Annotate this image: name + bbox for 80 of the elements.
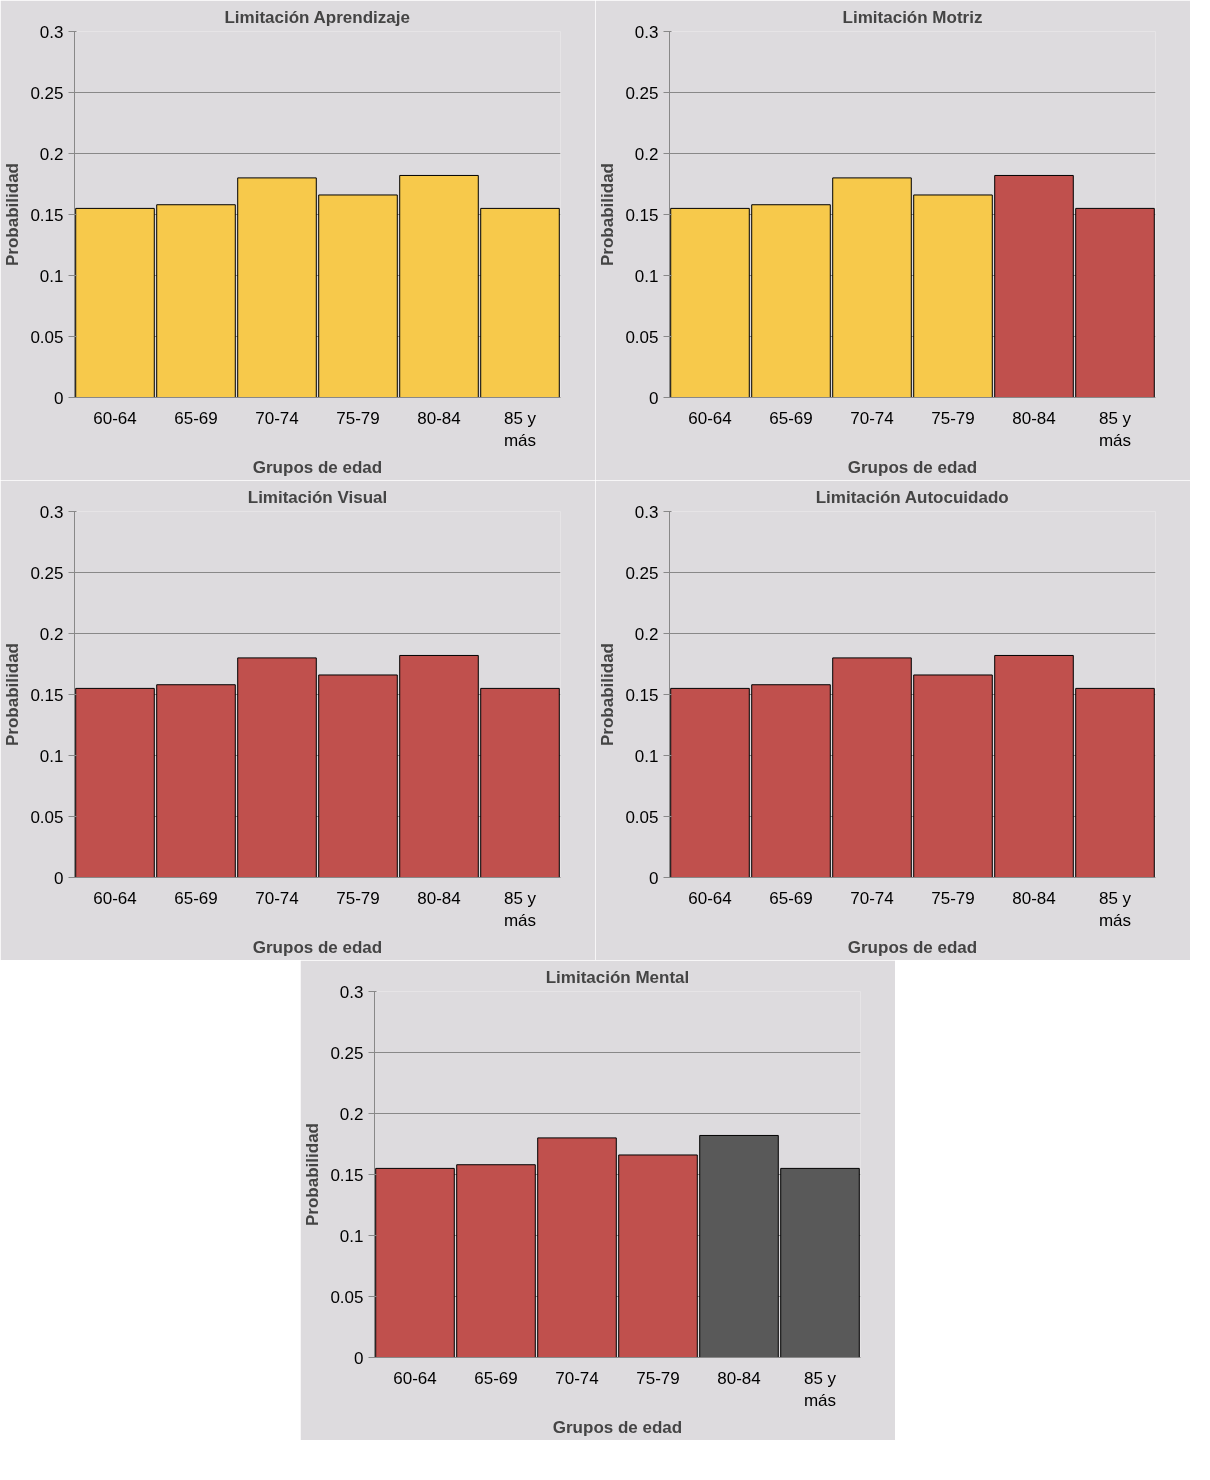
x-tick-label: 70-74 — [850, 408, 894, 428]
y-tick-label: 0.25 — [625, 563, 659, 583]
x-tick-label: 80-84 — [717, 1368, 761, 1388]
chart-title: Limitación Aprendizaje — [224, 7, 410, 27]
y-tick-label: 0.3 — [339, 982, 364, 1002]
y-tick-label: 0.15 — [330, 1165, 364, 1185]
y-tick-label: 0.05 — [330, 1287, 364, 1307]
x-tick-label: 85 y más — [503, 408, 537, 451]
x-tick-label: 60-64 — [93, 888, 137, 908]
x-tick-label: 80-84 — [1012, 888, 1056, 908]
x-tick-label: 65-69 — [174, 888, 218, 908]
y-tick-label: 0 — [649, 868, 659, 888]
x-tick-label: 70-74 — [255, 408, 299, 428]
y-tick-label: 0.3 — [634, 22, 659, 42]
y-tick-label: 0.25 — [625, 83, 659, 103]
y-tick-label: 0.05 — [30, 327, 64, 347]
y-axis-title: Probabilidad — [3, 643, 23, 746]
x-tick-label: 75-79 — [336, 408, 380, 428]
x-axis-title: Grupos de edad — [552, 1418, 683, 1438]
y-tick-label: 0 — [649, 388, 659, 408]
y-tick-label: 0.05 — [30, 807, 64, 827]
y-tick-label: 0 — [54, 388, 64, 408]
x-tick-label: 60-64 — [688, 888, 732, 908]
y-tick-label: 0.25 — [30, 83, 64, 103]
y-axis-title: Probabilidad — [3, 163, 23, 266]
chart-title: Limitación Mental — [545, 967, 690, 987]
y-tick-label: 0.2 — [339, 1104, 364, 1124]
y-tick-label: 0.2 — [39, 624, 64, 644]
y-tick-label: 0.3 — [39, 502, 64, 522]
x-tick-label: 85 y más — [1098, 408, 1132, 451]
y-tick-label: 0.15 — [30, 205, 64, 225]
y-axis-title: Probabilidad — [598, 643, 618, 746]
y-tick-label: 0 — [54, 868, 64, 888]
y-axis-title: Probabilidad — [303, 1123, 323, 1226]
x-axis-title: Grupos de edad — [252, 938, 383, 958]
x-tick-label: 85 y más — [1098, 888, 1132, 931]
x-tick-label: 65-69 — [769, 888, 813, 908]
x-tick-label: 80-84 — [417, 888, 461, 908]
y-tick-label: 0.1 — [634, 746, 659, 766]
y-axis-title: Probabilidad — [598, 163, 618, 266]
y-tick-label: 0.05 — [625, 807, 659, 827]
y-tick-label: 0.15 — [625, 205, 659, 225]
chart-title: Limitación Visual — [247, 487, 388, 507]
chart-title: Limitación Motriz — [842, 7, 983, 27]
x-tick-label: 80-84 — [1012, 408, 1056, 428]
y-tick-label: 0.05 — [625, 327, 659, 347]
x-tick-label: 85 y más — [503, 888, 537, 931]
x-tick-label: 70-74 — [555, 1368, 599, 1388]
y-tick-label: 0.3 — [634, 502, 659, 522]
y-tick-label: 0.15 — [30, 685, 64, 705]
x-tick-label: 60-64 — [688, 408, 732, 428]
x-tick-label: 75-79 — [336, 888, 380, 908]
y-tick-label: 0.25 — [30, 563, 64, 583]
x-axis-title: Grupos de edad — [252, 458, 383, 478]
x-axis-title: Grupos de edad — [847, 938, 978, 958]
x-tick-label: 60-64 — [393, 1368, 437, 1388]
y-tick-label: 0.2 — [39, 144, 64, 164]
y-tick-label: 0.1 — [339, 1226, 364, 1246]
x-axis-title: Grupos de edad — [847, 458, 978, 478]
y-tick-label: 0.2 — [634, 624, 659, 644]
x-tick-label: 75-79 — [931, 888, 975, 908]
x-tick-label: 65-69 — [474, 1368, 518, 1388]
y-tick-label: 0 — [354, 1348, 364, 1368]
x-tick-label: 80-84 — [417, 408, 461, 428]
x-tick-label: 70-74 — [255, 888, 299, 908]
y-tick-label: 0.25 — [330, 1043, 364, 1063]
y-tick-label: 0.1 — [634, 266, 659, 286]
x-tick-label: 65-69 — [769, 408, 813, 428]
x-tick-label: 85 y más — [803, 1368, 837, 1411]
chart-title: Limitación Autocuidado — [815, 487, 1009, 507]
x-tick-label: 75-79 — [636, 1368, 680, 1388]
y-tick-label: 0.15 — [625, 685, 659, 705]
y-tick-label: 0.1 — [39, 266, 64, 286]
x-tick-label: 60-64 — [93, 408, 137, 428]
y-tick-label: 0.3 — [39, 22, 64, 42]
y-tick-label: 0.2 — [634, 144, 659, 164]
x-tick-label: 75-79 — [931, 408, 975, 428]
y-tick-label: 0.1 — [39, 746, 64, 766]
x-tick-label: 65-69 — [174, 408, 218, 428]
x-tick-label: 70-74 — [850, 888, 894, 908]
